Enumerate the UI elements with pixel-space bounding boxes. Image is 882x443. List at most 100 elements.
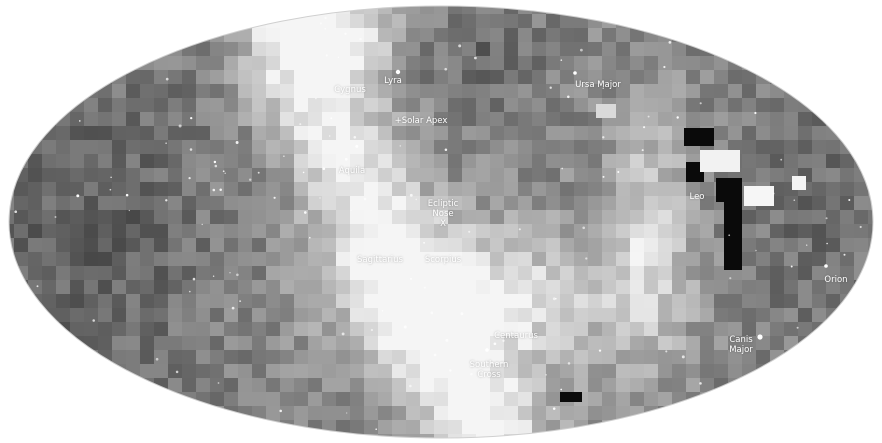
sky-tile [266,294,281,309]
sky-tile [196,266,211,281]
sky-tile [504,84,519,99]
sky-tile [308,6,323,15]
star [190,116,193,120]
sky-tile [588,182,603,197]
sky-tile [196,154,211,169]
sky-tile [532,238,547,253]
sky-tile [294,252,309,267]
sky-tile [826,280,841,295]
star [165,199,168,202]
sky-tile [644,364,659,379]
star [806,244,808,246]
sky-tile [28,224,43,239]
sky-tile [574,224,589,239]
sky-tile [70,140,85,155]
sky-tile [154,322,169,337]
sky-tile [700,238,715,253]
sky-tile [518,420,533,435]
sky-tile [336,434,351,438]
sky-tile [252,336,267,351]
sky-tile [280,42,295,57]
sky-tile [42,238,57,253]
star [359,37,362,41]
star [848,198,851,202]
sky-tile [672,168,687,183]
sky-tile [392,168,407,183]
star [381,310,384,312]
sky-tile [56,252,71,267]
sky-tile [588,196,603,211]
sky-tile [266,308,281,323]
sky-tile [112,168,127,183]
sky-tile [210,224,225,239]
sky-tile [462,308,477,323]
sky-tile [84,322,99,337]
sky-tile [616,392,631,407]
sky-tile [126,294,141,309]
sky-tile [490,378,505,393]
sky-tile [840,210,855,225]
sky-tile [280,84,295,99]
sky-tile [770,224,785,239]
sky-tile [546,224,561,239]
map-outline [8,5,874,439]
sky-tile [840,182,855,197]
sky-tile [504,378,519,393]
sky-tile [364,70,379,85]
sky-tile [630,266,645,281]
sky-tile [616,350,631,365]
sky-tile [266,182,281,197]
sky-tile [280,6,295,15]
sky-tile [840,168,855,183]
sky-tile [518,378,533,393]
sky-tile [658,140,673,155]
sky-tile [658,266,673,281]
sky-tile [406,210,421,225]
sky-tile [434,70,449,85]
sky-tile [224,210,239,225]
sky-tile [168,112,183,127]
sky-tile [448,28,463,43]
sky-tile [504,266,519,281]
star [319,197,321,199]
sky-tile [14,182,29,197]
sky-tile [406,238,421,253]
sky-tile [574,252,589,267]
sky-tile [518,308,533,323]
sky-tile [392,392,407,407]
sky-tile [140,252,155,267]
sky-tile [672,154,687,169]
star [444,67,448,71]
sky-tile [868,294,873,309]
sky-tile [406,420,421,435]
sky-tile [224,392,239,407]
sky-tile [854,210,869,225]
sky-tile [84,98,99,113]
sky-tile [448,350,463,365]
sky-tile [420,182,435,197]
sky-tile [182,182,197,197]
star [201,223,203,226]
sky-tile [336,28,351,43]
sky-tile [504,392,519,407]
sky-tile [504,350,519,365]
sky-tile [140,280,155,295]
sky-tile [490,252,505,267]
sky-tile [490,182,505,197]
sky-tile [714,392,729,407]
sky-tile [630,364,645,379]
sky-tile [182,364,197,379]
sky-tile [658,14,673,29]
sky-tile [616,336,631,351]
sky-tile [182,28,197,43]
sky-tile [602,28,617,43]
sky-tile [574,350,589,365]
sky-tile [224,196,239,211]
star [772,192,775,195]
sky-tile [420,224,435,239]
sky-tile [294,70,309,85]
sky-tile [378,308,393,323]
sky-tile [644,210,659,225]
sky-tile [294,266,309,281]
sky-tile [504,98,519,113]
